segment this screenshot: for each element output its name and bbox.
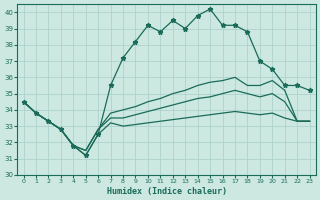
X-axis label: Humidex (Indice chaleur): Humidex (Indice chaleur) <box>107 187 227 196</box>
